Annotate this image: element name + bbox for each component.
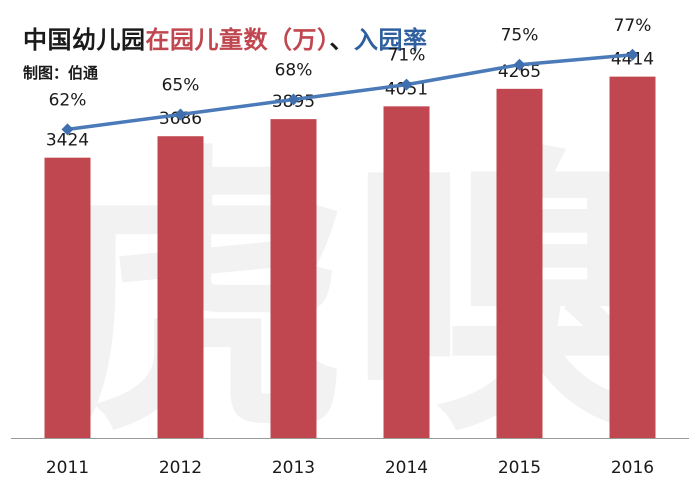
bar-2014 bbox=[383, 106, 430, 439]
rate-label-2016: 77% bbox=[614, 16, 652, 36]
bar-2016 bbox=[609, 76, 656, 439]
rate-marker-2015 bbox=[513, 58, 526, 71]
rate-marker-2012 bbox=[174, 108, 187, 121]
rate-label-2012: 65% bbox=[162, 75, 200, 95]
rate-label-2014: 71% bbox=[388, 46, 426, 66]
bar-2012 bbox=[157, 136, 204, 438]
x-tick-label-2014: 2014 bbox=[385, 458, 428, 478]
x-tick-label-2016: 2016 bbox=[611, 458, 654, 478]
bar-2015 bbox=[496, 88, 543, 439]
bar-2011 bbox=[44, 157, 91, 438]
title-separator: 、 bbox=[329, 26, 354, 54]
rate-marker-2016 bbox=[626, 48, 639, 61]
x-tick-label-2013: 2013 bbox=[272, 458, 315, 478]
x-tick-label-2012: 2012 bbox=[159, 458, 202, 478]
x-tick-label-2011: 2011 bbox=[46, 458, 89, 478]
rate-marker-2011 bbox=[61, 123, 74, 136]
chart-title: 中国幼儿园在园儿童数（万）、入园率 bbox=[23, 20, 428, 55]
title-part-kindergarten: 中国幼儿园 bbox=[23, 26, 146, 54]
x-tick-label-2015: 2015 bbox=[498, 458, 541, 478]
title-part-rate: 入园率 bbox=[354, 26, 428, 54]
chart-credit: 制图：伯通 bbox=[23, 64, 99, 82]
rate-label-2011: 62% bbox=[49, 90, 87, 110]
rate-label-2015: 75% bbox=[501, 26, 539, 46]
rate-line bbox=[67, 53, 633, 132]
bar-2013 bbox=[270, 119, 317, 438]
rate-marker-2013 bbox=[287, 93, 300, 106]
bar-label-2011: 3424 bbox=[46, 131, 89, 151]
rate-marker-2014 bbox=[400, 78, 413, 91]
rate-label-2013: 68% bbox=[275, 61, 313, 81]
title-part-enrollment: 在园儿童数（万） bbox=[145, 26, 330, 54]
